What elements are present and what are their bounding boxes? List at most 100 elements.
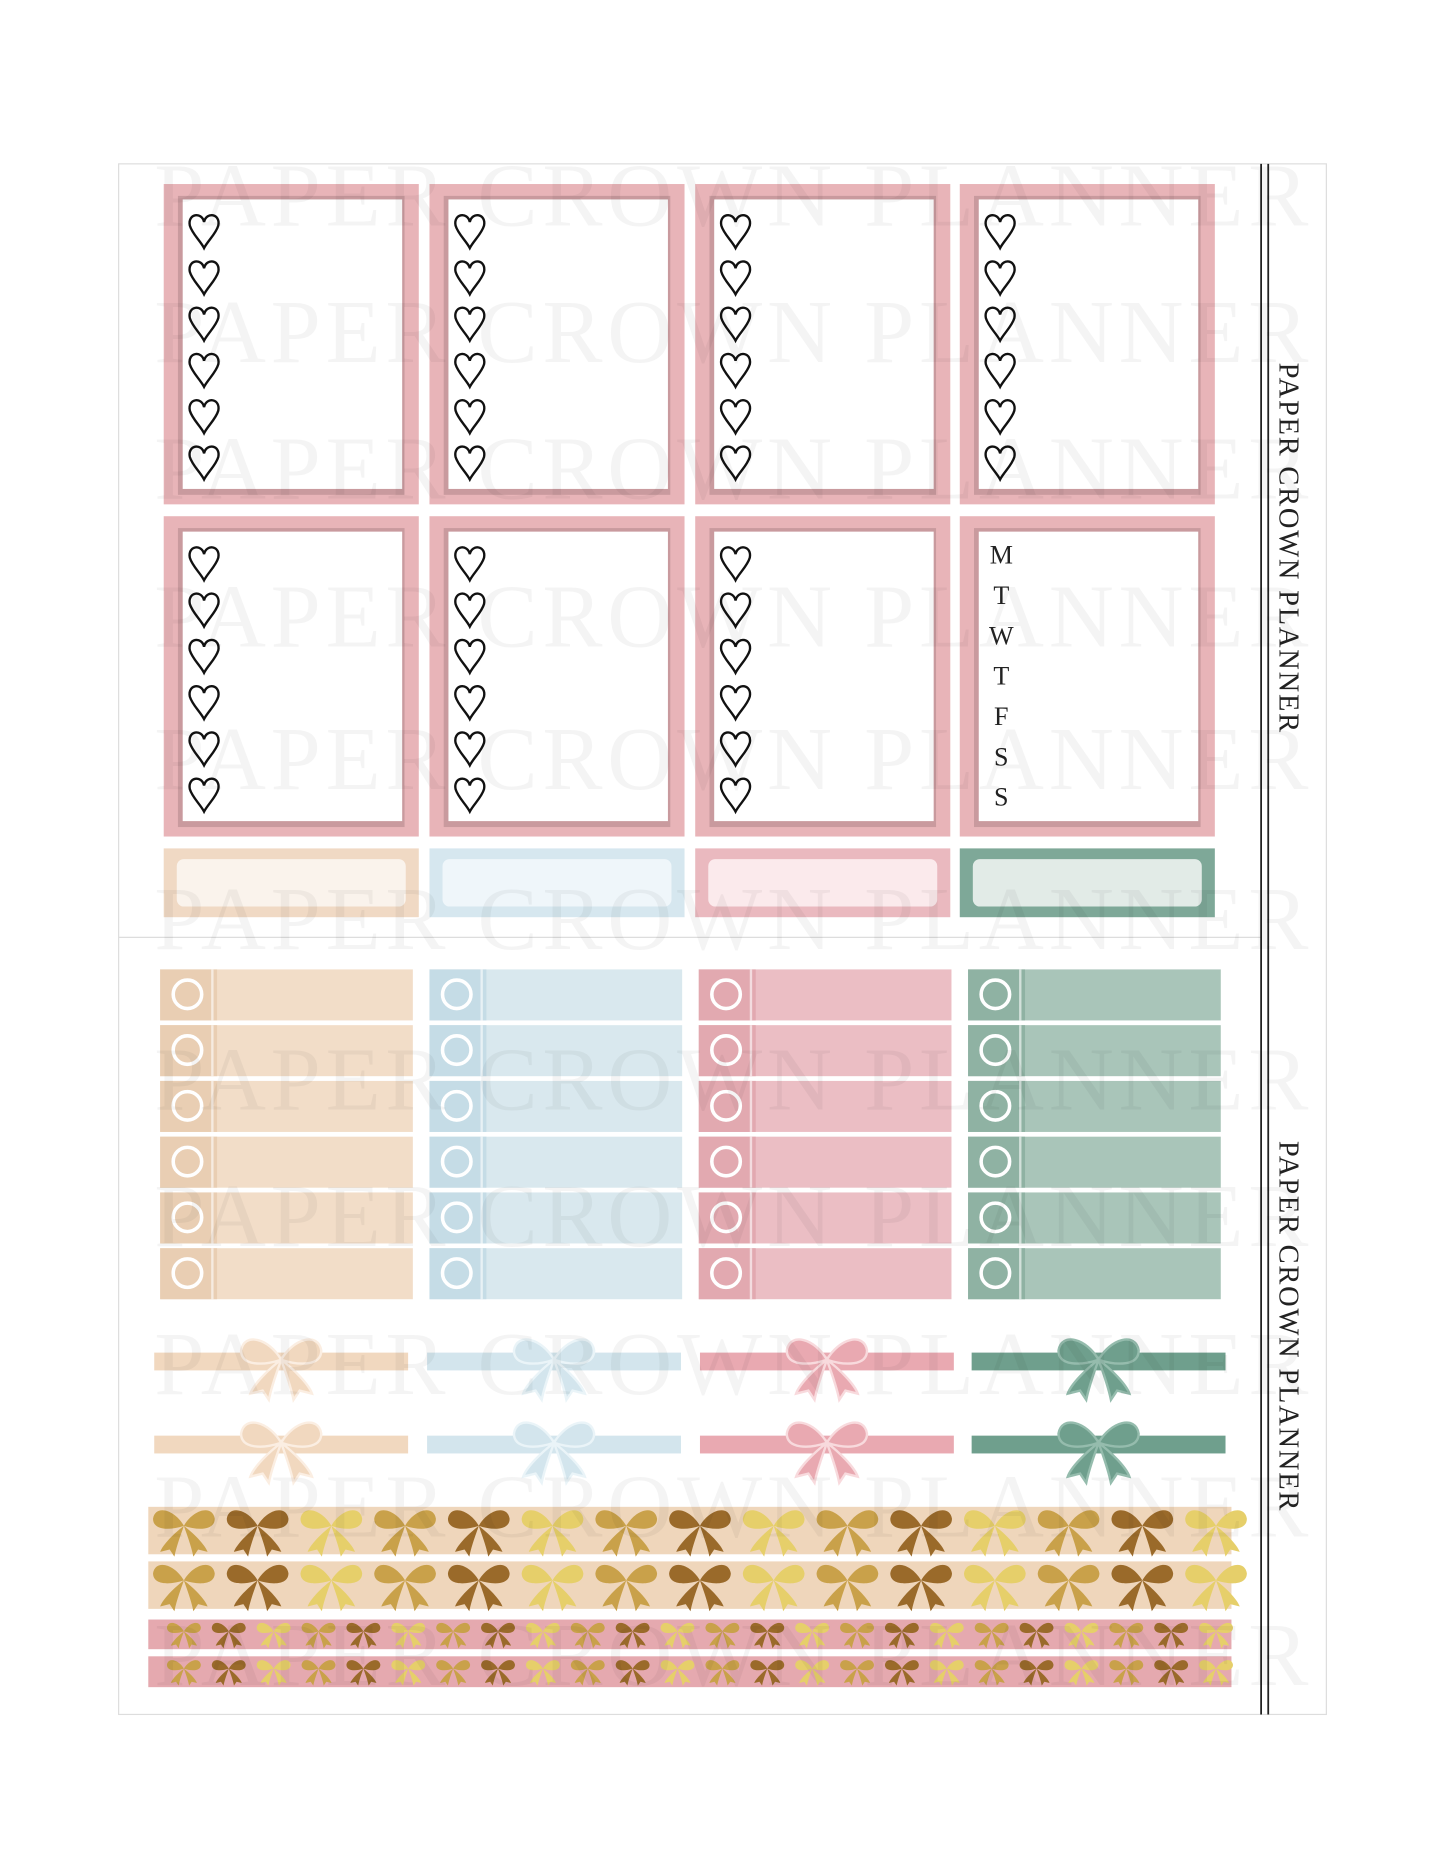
- heart-icon: [454, 352, 486, 390]
- washi-bow: [1154, 1622, 1189, 1649]
- ribbon-bow: [512, 1421, 596, 1486]
- heart-icon: [719, 731, 752, 768]
- heart-icon: [719, 777, 752, 815]
- checklist-icon: [710, 1201, 743, 1234]
- washi-bow: [300, 1564, 363, 1612]
- checklist-icon-cell: [698, 1080, 756, 1132]
- washi-bow: [256, 1660, 291, 1686]
- checklist-icon-cell: [698, 1136, 756, 1188]
- checklist-icon-cell: [698, 1248, 756, 1300]
- washi-bow: [525, 1660, 560, 1686]
- washi-bow: [525, 1622, 560, 1649]
- heart-icon: [188, 260, 220, 298]
- checklist-icon-cell: [429, 1025, 487, 1077]
- heart-icon: [188, 214, 220, 251]
- box-panel: [978, 199, 1199, 489]
- washi-bow: [660, 1660, 695, 1686]
- ribbon-bow: [785, 1338, 869, 1403]
- washi-bow: [521, 1564, 584, 1612]
- washi-bow: [660, 1622, 695, 1649]
- washi-bow: [153, 1564, 215, 1612]
- checklist-icon-cell: [160, 1025, 218, 1077]
- checklist-icon: [440, 1034, 473, 1067]
- watermark: PAPER CROWN PLANNER: [154, 709, 1313, 809]
- heart-icon: [454, 399, 486, 436]
- checklist-icon: [171, 1257, 204, 1290]
- washi-bow: [974, 1622, 1009, 1649]
- side-label: PAPER CROWN PLANNER: [1272, 363, 1303, 734]
- heart-icon: [454, 445, 486, 483]
- checklist-icon-cell: [160, 1080, 218, 1132]
- checklist-icon: [440, 1257, 473, 1290]
- box-panel: [182, 199, 403, 489]
- washi-bow: [795, 1622, 830, 1649]
- checklist-icon-cell: [968, 1192, 1026, 1244]
- heart-icon: [188, 731, 220, 768]
- washi-bow: [391, 1622, 426, 1649]
- heart-icon: [454, 546, 486, 583]
- weekday-letter: S: [994, 742, 1009, 771]
- checklist-icon: [440, 978, 473, 1011]
- washi-bow: [750, 1660, 785, 1686]
- washi-bow: [750, 1622, 785, 1649]
- washi-bow: [301, 1622, 336, 1649]
- washi-bow: [1064, 1660, 1099, 1686]
- washi-bow: [300, 1510, 363, 1557]
- watermark: PAPER CROWN PLANNER: [154, 146, 1313, 246]
- washi-bow: [481, 1660, 515, 1686]
- box-panel: [978, 531, 1199, 822]
- washi-bow: [816, 1564, 879, 1612]
- washi-bow: [211, 1622, 246, 1649]
- box-panel: [448, 199, 668, 489]
- checklist-icon: [979, 1201, 1012, 1234]
- checklist-icon-cell: [968, 1025, 1026, 1077]
- heart-icon: [454, 638, 486, 676]
- washi-bow: [521, 1510, 584, 1557]
- watermark: PAPER CROWN PLANNER: [154, 418, 1313, 518]
- washi-bow: [211, 1660, 246, 1686]
- washi-bow: [705, 1660, 740, 1686]
- heart-icon: [719, 260, 752, 298]
- heart-icon: [188, 638, 220, 676]
- washi-bow: [1019, 1660, 1054, 1686]
- washi-bow: [964, 1510, 1026, 1557]
- ribbon-bow: [785, 1421, 869, 1486]
- washi-bow: [884, 1660, 919, 1686]
- checklist-icon-cell: [698, 1192, 756, 1244]
- checklist-icon-cell: [698, 1025, 756, 1077]
- checklist-icon: [710, 1089, 743, 1122]
- heart-icon: [188, 306, 220, 344]
- ribbon-bow: [1057, 1421, 1140, 1486]
- washi-bow: [615, 1622, 650, 1649]
- washi-bow: [1037, 1510, 1100, 1557]
- washi-bow: [436, 1622, 471, 1649]
- weekday-letter: F: [994, 702, 1009, 731]
- washi-bow: [974, 1660, 1009, 1686]
- washi-bow: [301, 1660, 336, 1686]
- label-inner: [176, 859, 406, 907]
- box-panel: [714, 199, 934, 489]
- washi-bow: [346, 1622, 381, 1649]
- checklist-icon-cell: [429, 1248, 487, 1300]
- washi-bow: [570, 1622, 605, 1649]
- washi-bow: [929, 1622, 964, 1649]
- ribbon-bow: [239, 1338, 323, 1403]
- label-inner: [442, 859, 672, 907]
- washi-bow: [1037, 1564, 1100, 1612]
- checklist-icon: [979, 1145, 1012, 1178]
- checklist-icon-cell: [160, 1248, 218, 1300]
- heart-icon: [719, 546, 752, 583]
- heart-icon: [719, 445, 752, 483]
- checklist-icon: [710, 1034, 743, 1067]
- checklist-icon-cell: [429, 969, 487, 1021]
- washi-bow: [1199, 1622, 1233, 1649]
- washi-bow: [840, 1660, 874, 1686]
- heart-icon: [454, 592, 486, 630]
- washi-bow: [1019, 1622, 1054, 1649]
- checklist-icon-cell: [968, 1136, 1026, 1188]
- washi-bow: [964, 1564, 1026, 1612]
- washi-bow: [346, 1660, 381, 1686]
- washi-bow: [447, 1564, 510, 1612]
- washi-bow: [1185, 1510, 1247, 1557]
